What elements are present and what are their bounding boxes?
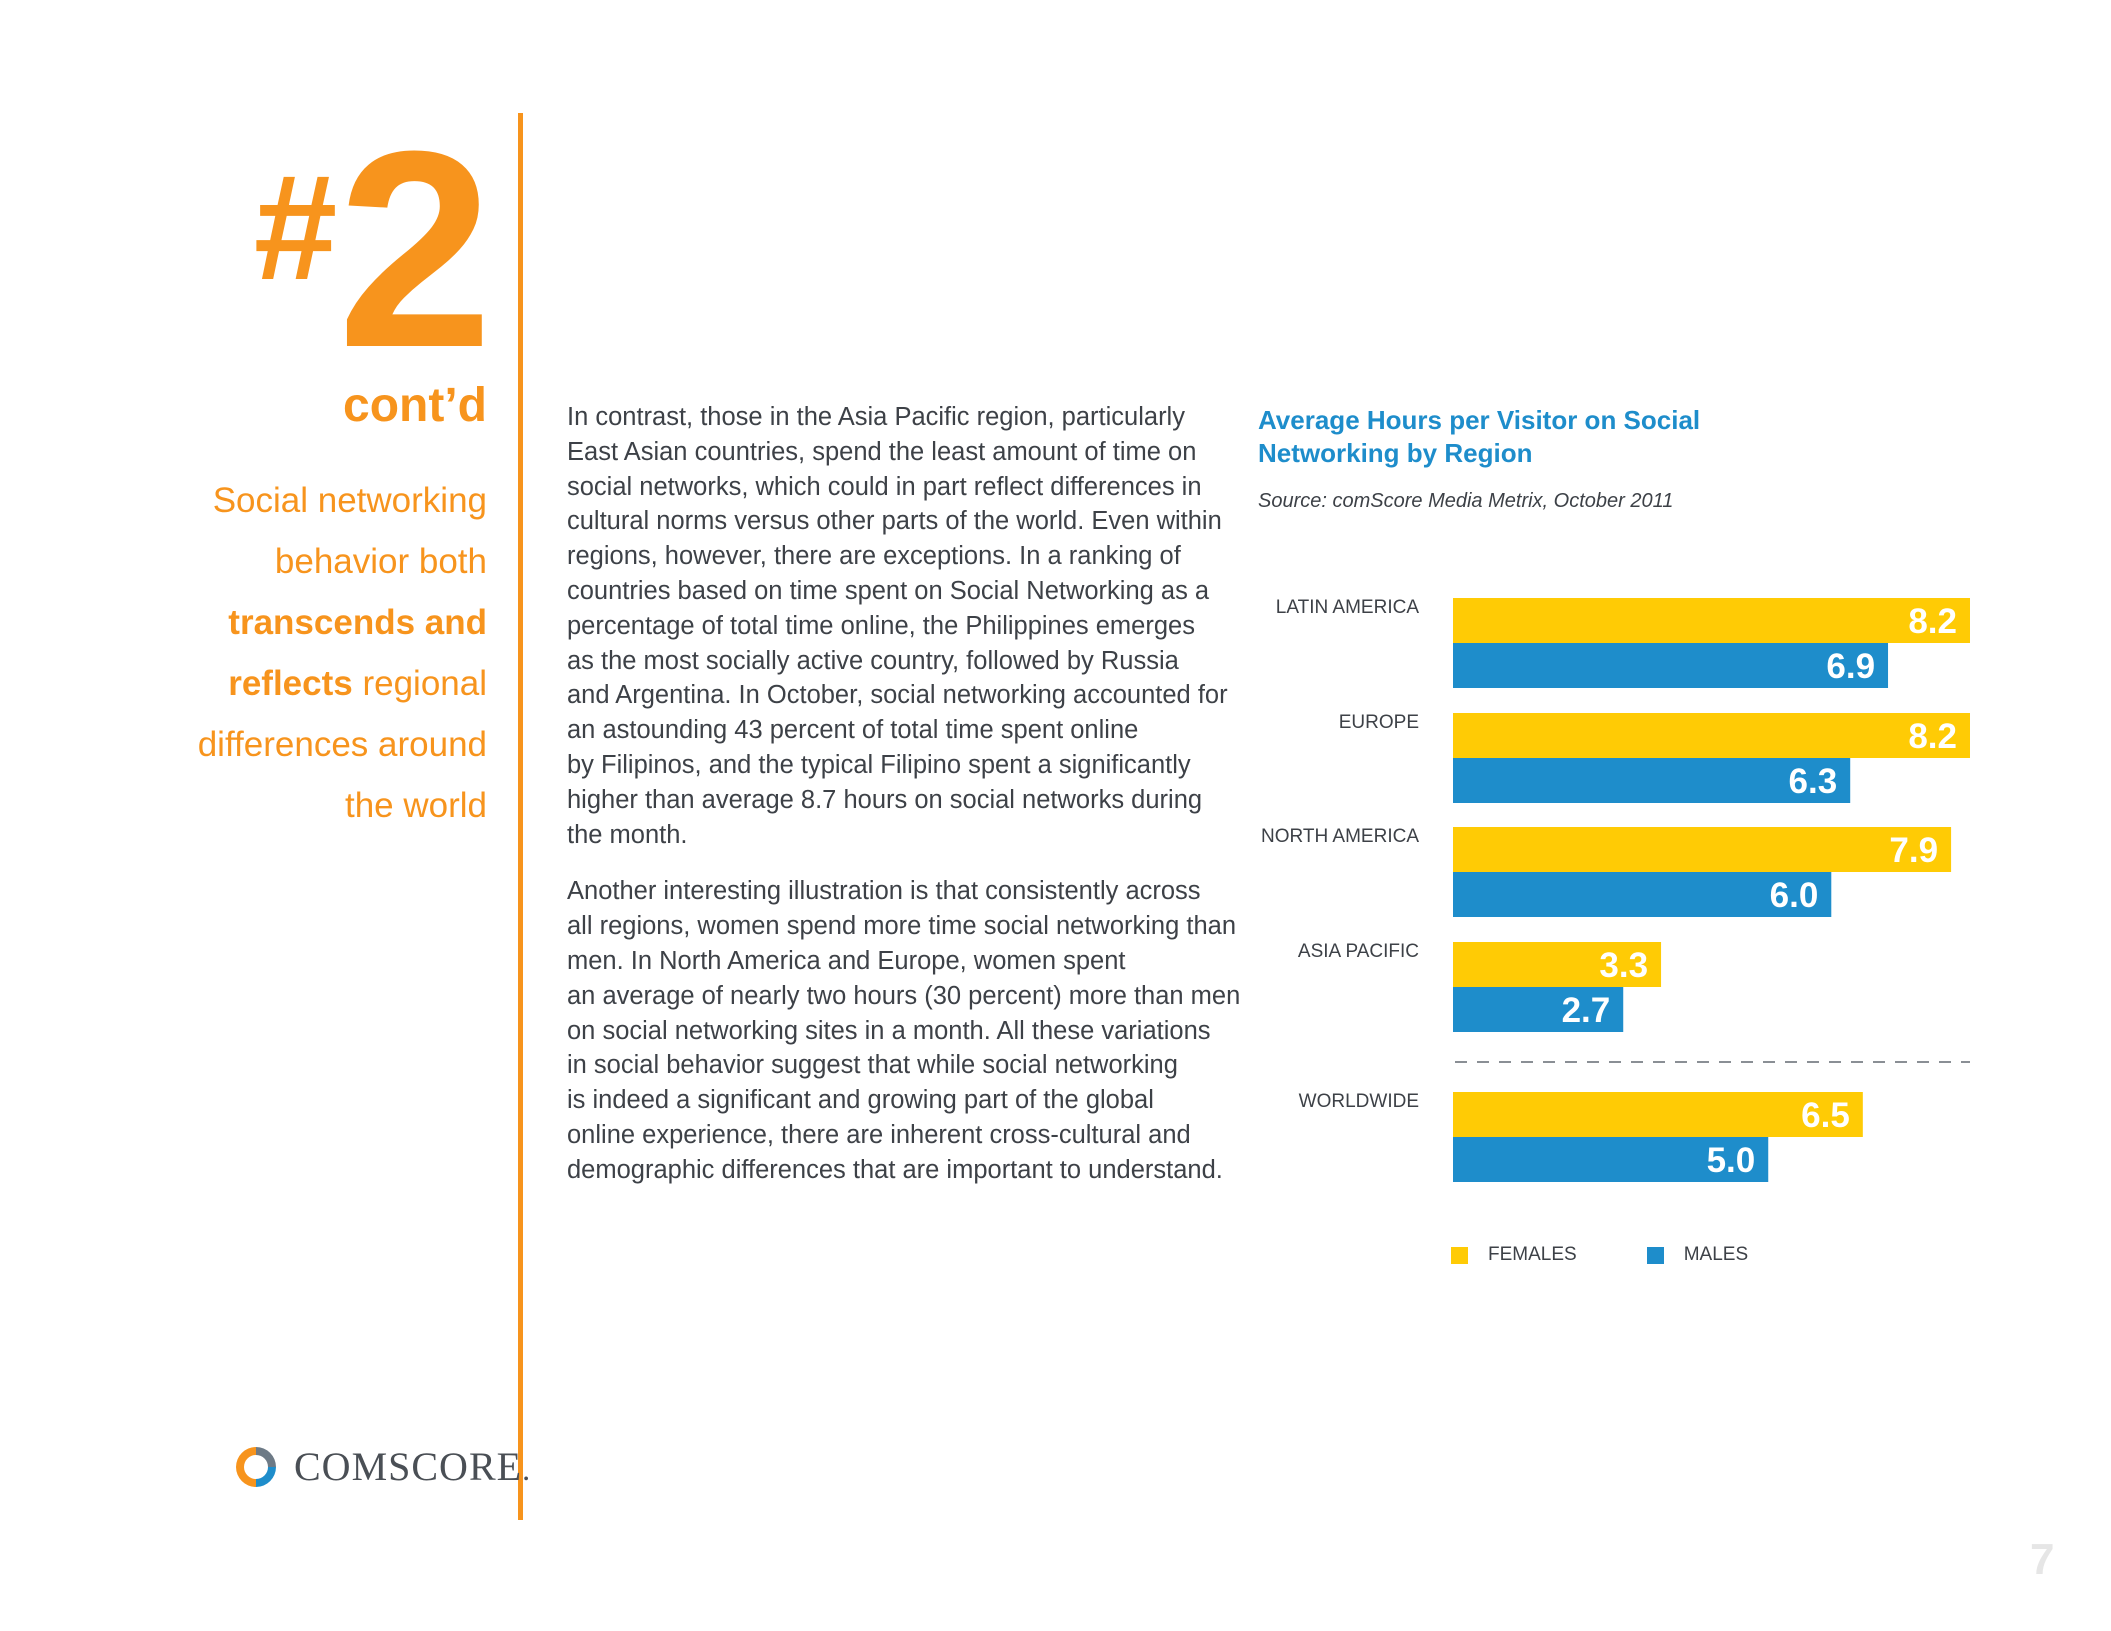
body-line: on social networking sites in a month. A…	[567, 1016, 1211, 1045]
tagline-line: Social networking	[212, 481, 487, 520]
legend-swatch-females	[1451, 1246, 1468, 1264]
tagline-text: regional	[352, 664, 487, 703]
value-label-males-asia-pacific: 2.7	[1562, 991, 1611, 1030]
legend-label-females: FEMALES	[1488, 1244, 1577, 1265]
logo-wordmark: COMSCORE.	[294, 1443, 531, 1490]
bar-males-worldwide	[1453, 1137, 1769, 1182]
bar-males-europe	[1453, 758, 1851, 803]
chart-source: Source: comScore Media Metrix, October 2…	[1258, 490, 1674, 512]
tagline-line: behavior both	[274, 542, 487, 581]
category-label-asia-pacific: ASIA PACIFIC	[1298, 941, 1419, 962]
comscore-logo-icon	[236, 1446, 276, 1487]
body-line: an average of nearly two hours (30 perce…	[567, 981, 1241, 1010]
body-paragraph: Another interesting illustration is that…	[567, 874, 1247, 1187]
section-contd: cont’d	[343, 379, 487, 432]
tagline-line: reflects regional	[157, 653, 487, 714]
body-line: in social behavior suggest that while so…	[567, 1051, 1178, 1080]
body-line: regions, however, there are exceptions. …	[567, 542, 1181, 571]
logo-wordmark-dot: .	[522, 1451, 532, 1487]
body-line: percentage of total time online, the Phi…	[567, 611, 1195, 640]
body-line: and Argentina. In October, social networ…	[567, 681, 1228, 710]
value-label-males-europe: 6.3	[1789, 762, 1838, 801]
body-line: cultural norms versus other parts of the…	[567, 507, 1222, 536]
body-line: the month.	[567, 820, 688, 849]
value-label-males-north-america: 6.0	[1770, 876, 1819, 915]
body-line: social networks, which could in part ref…	[567, 472, 1202, 501]
section-tagline: Social networking behavior both transcen…	[157, 470, 487, 836]
body-line: an astounding 43 percent of total time s…	[567, 716, 1139, 745]
tagline-line: differences around	[197, 725, 487, 764]
bar-females-latin-america	[1453, 598, 1970, 643]
body-line: as the most socially active country, fol…	[567, 646, 1179, 675]
body-line: countries based on time spent on Social …	[567, 576, 1210, 605]
bar-females-asia-pacific	[1453, 942, 1662, 987]
bar-males-asia-pacific	[1453, 987, 1624, 1032]
body-line: by Filipinos, and the typical Filipino s…	[567, 750, 1191, 779]
body-paragraph: In contrast, those in the Asia Pacific r…	[567, 400, 1247, 852]
bar-females-north-america	[1453, 827, 1952, 872]
chart-title-line: Networking by Region	[1258, 438, 1533, 468]
chart-title-line: Average Hours per Visitor on Social	[1258, 405, 1701, 435]
bar-females-europe	[1453, 713, 1970, 758]
body-line: In contrast, those in the Asia Pacific r…	[567, 403, 1185, 431]
bar-males-north-america	[1453, 872, 1832, 917]
body-line: is indeed a significant and growing part…	[567, 1086, 1154, 1115]
legend-label-males: MALES	[1683, 1244, 1749, 1265]
logo-wordmark-text: COMSCORE	[294, 1444, 523, 1489]
bar-males-latin-america	[1453, 643, 1889, 688]
body-line: higher than average 8.7 hours on social …	[567, 785, 1203, 814]
chart-title: Average Hours per Visitor on Social Netw…	[1258, 404, 1700, 470]
vertical-divider	[518, 113, 523, 1520]
legend-swatch-males	[1646, 1246, 1664, 1264]
legend-item-females: FEMALES	[1451, 1244, 1577, 1266]
value-label-females-north-america: 7.9	[1889, 831, 1938, 870]
body-line: demographic differences that are importa…	[567, 1155, 1223, 1184]
body-line: men. In North America and Europe, women …	[567, 946, 1126, 975]
page-number: 7	[2030, 1535, 2055, 1584]
body-line: online experience, there are inherent cr…	[567, 1120, 1191, 1149]
tagline-line: the world	[344, 786, 487, 825]
value-label-females-asia-pacific: 3.3	[1599, 946, 1648, 985]
bar-females-worldwide	[1453, 1092, 1863, 1137]
category-label-europe: EUROPE	[1339, 712, 1419, 733]
value-label-females-latin-america: 8.2	[1908, 602, 1957, 641]
category-label-north-america: NORTH AMERICA	[1261, 826, 1419, 847]
tagline-line: transcends and	[157, 592, 487, 653]
body-text: In contrast, those in the Asia Pacific r…	[567, 400, 1247, 1210]
comscore-logo: COMSCORE.	[234, 1443, 531, 1490]
section-number: #2	[253, 110, 493, 390]
value-label-males-latin-america: 6.9	[1826, 647, 1875, 686]
tagline-bold: reflects	[228, 664, 353, 703]
legend-item-males: MALES	[1646, 1244, 1749, 1266]
body-line: Another interesting illustration is that…	[567, 877, 1201, 906]
body-line: all regions, women spend more time socia…	[567, 912, 1237, 941]
value-label-females-worldwide: 6.5	[1801, 1096, 1850, 1135]
category-label-latin-america: LATIN AMERICA	[1276, 597, 1420, 618]
chart-legend: FEMALES MALES	[1451, 1244, 1818, 1266]
bar-chart: LATIN AMERICA 8.2 6.9 EUROPE 8.2 6.3 NORTH AME…	[1261, 597, 1970, 1182]
value-label-females-europe: 8.2	[1908, 717, 1957, 756]
body-line: East Asian countries, spend the least am…	[567, 437, 1197, 466]
value-label-males-worldwide: 5.0	[1707, 1141, 1756, 1180]
section-hash: #	[253, 143, 338, 311]
section-digit: 2	[337, 94, 493, 406]
category-label-worldwide: WORLDWIDE	[1299, 1091, 1419, 1112]
tagline-bold: transcends and	[228, 603, 487, 642]
